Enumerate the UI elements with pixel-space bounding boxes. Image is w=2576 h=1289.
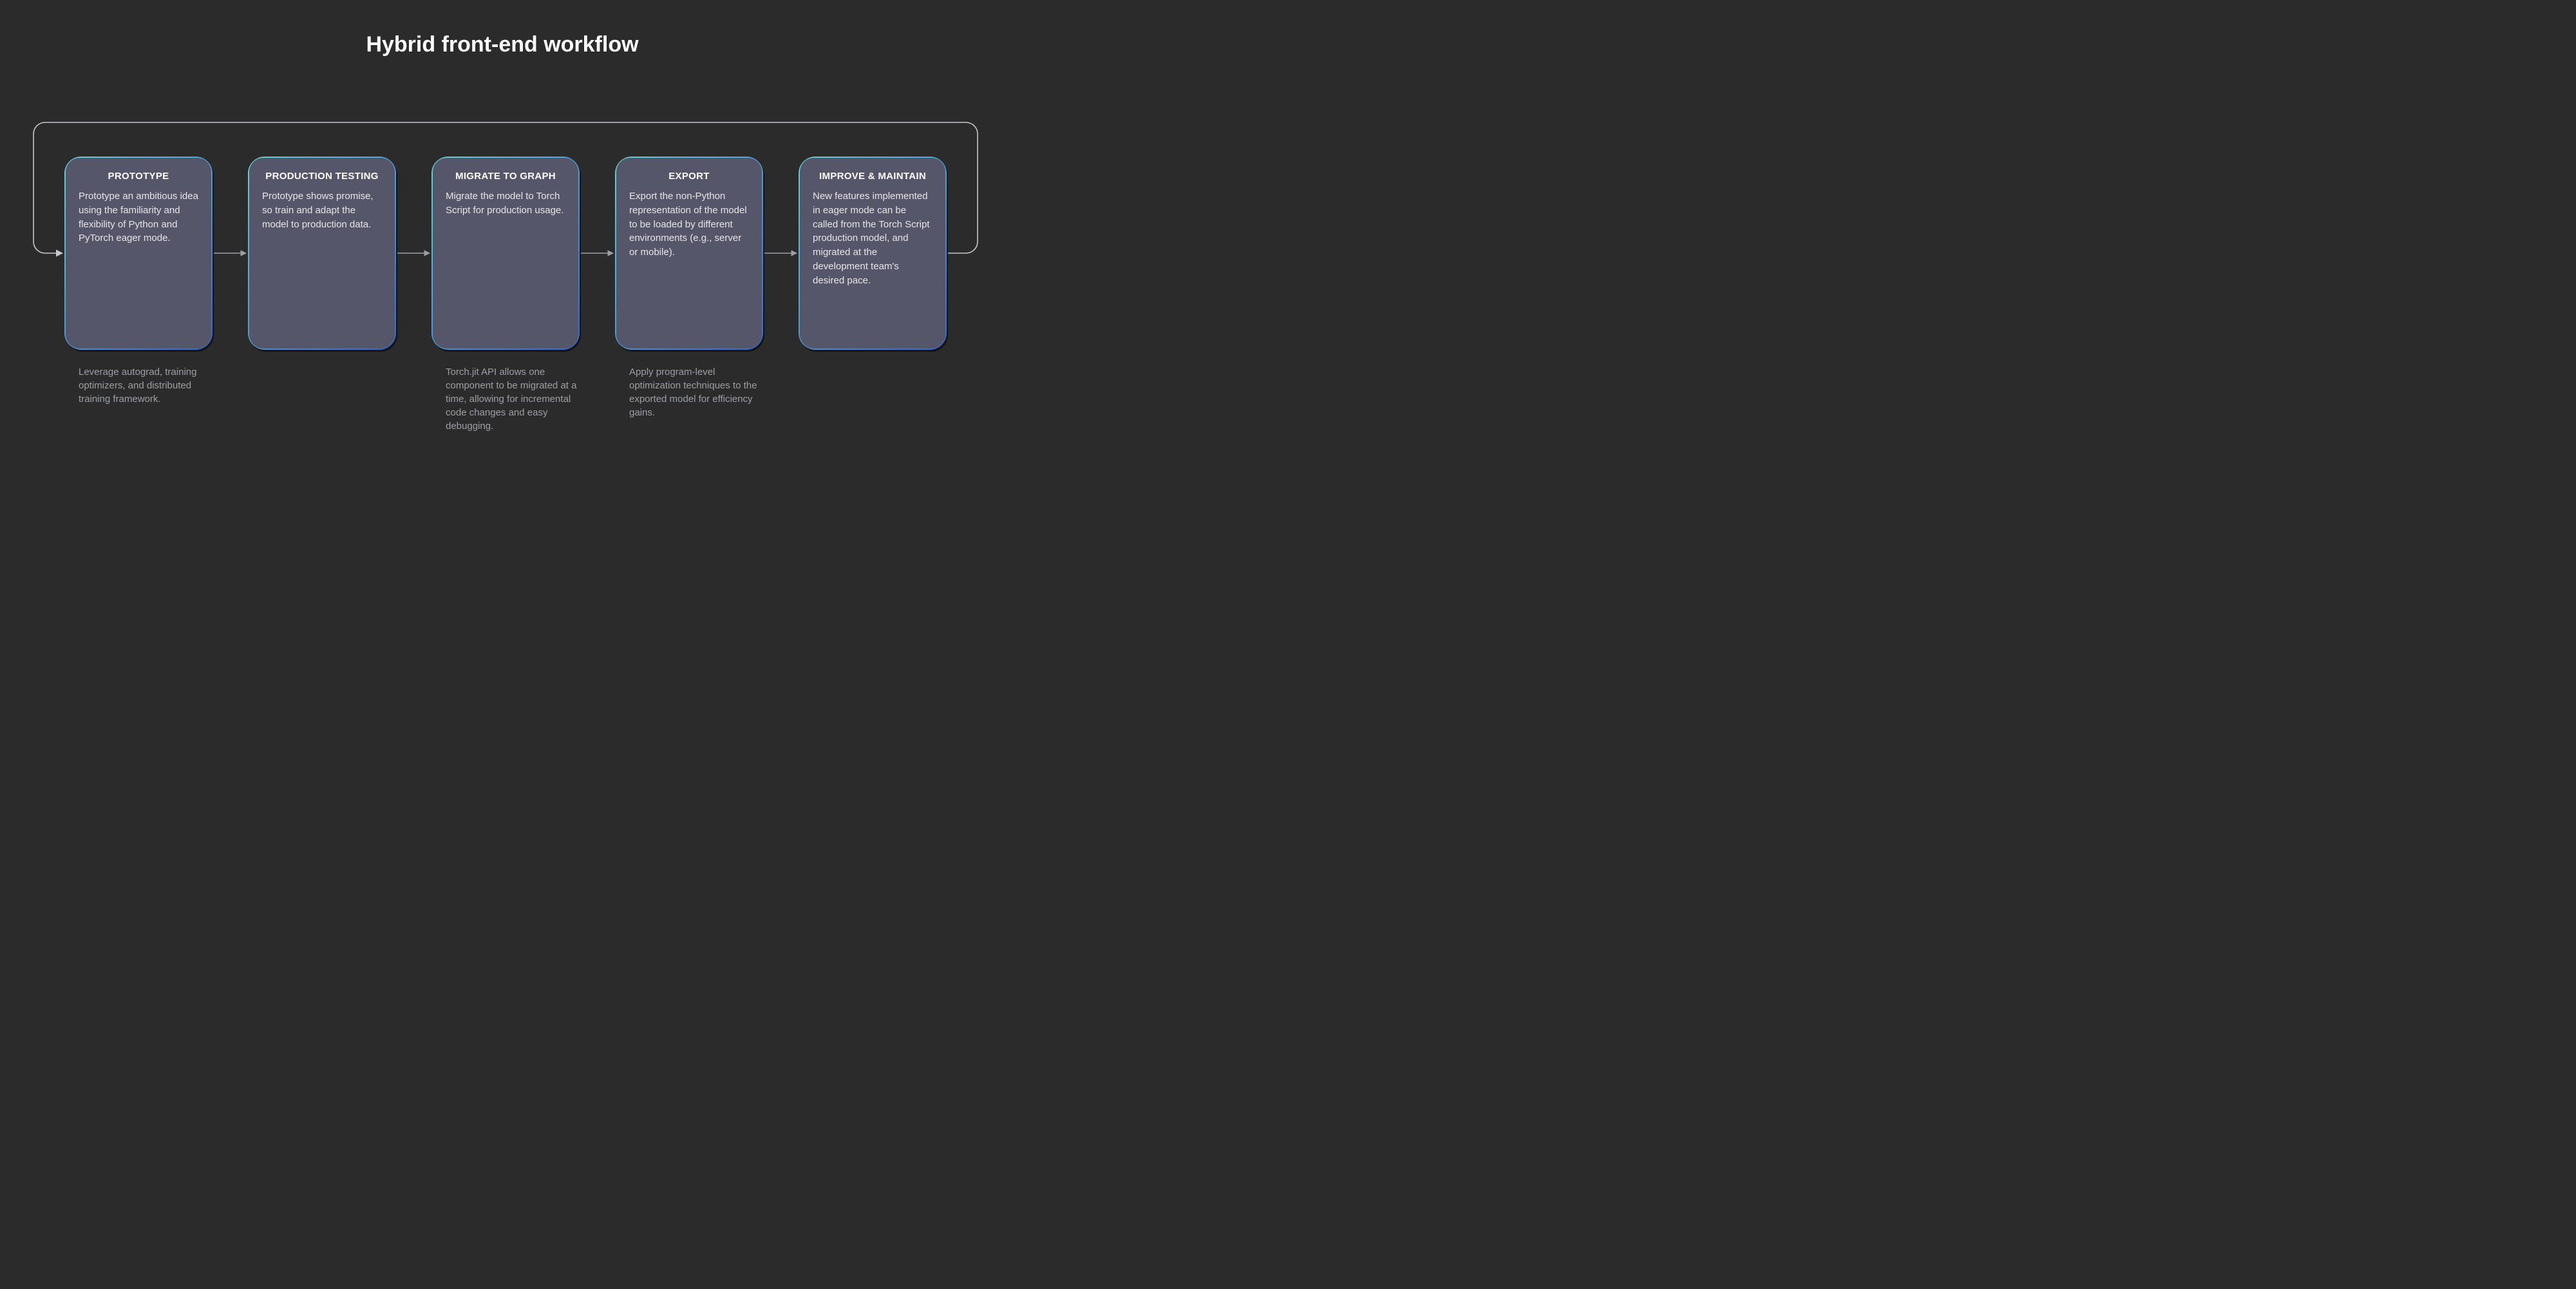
card-inner: PRODUCTION TESTING Prototype shows promis… [249,158,395,349]
diagram-canvas: Hybrid front-end workflow PROTOTYPE Proto… [0,0,1005,502]
card-improve-maintain: IMPROVE & MAINTAIN New features implement… [799,157,947,350]
card-inner: MIGRATE TO GRAPH Migrate the model to Tor… [433,158,578,349]
card-inner: EXPORT Export the non-Python representati… [616,158,762,349]
card-body: Prototype an ambitious idea using the fa… [79,189,198,245]
card-title: PROTOTYPE [79,171,198,182]
card-caption-migrate-to-graph: Torch.jit API allows one component to be… [446,365,580,433]
card-title: EXPORT [629,171,749,182]
card-body: New features implemented in eager mode c… [813,189,933,287]
card-export: EXPORT Export the non-Python representati… [615,157,763,350]
card-caption-prototype: Leverage autograd, training optimizers, … [79,365,213,406]
card-title: IMPROVE & MAINTAIN [813,171,933,182]
card-body: Prototype shows promise, so train and ad… [262,189,382,231]
card-prototype: PROTOTYPE Prototype an ambitious idea usi… [64,157,213,350]
card-migrate-to-graph: MIGRATE TO GRAPH Migrate the model to Tor… [431,157,580,350]
card-caption-export: Apply program-level optimization techniq… [629,365,763,419]
card-body: Migrate the model to Torch Script for pr… [446,189,565,218]
diagram-title: Hybrid front-end workflow [0,32,1005,57]
card-inner: PROTOTYPE Prototype an ambitious idea usi… [66,158,211,349]
card-title: PRODUCTION TESTING [262,171,382,182]
card-inner: IMPROVE & MAINTAIN New features implement… [800,158,945,349]
card-body: Export the non-Python representation of … [629,189,749,260]
card-production-testing: PRODUCTION TESTING Prototype shows promis… [248,157,396,350]
card-title: MIGRATE TO GRAPH [446,171,565,182]
